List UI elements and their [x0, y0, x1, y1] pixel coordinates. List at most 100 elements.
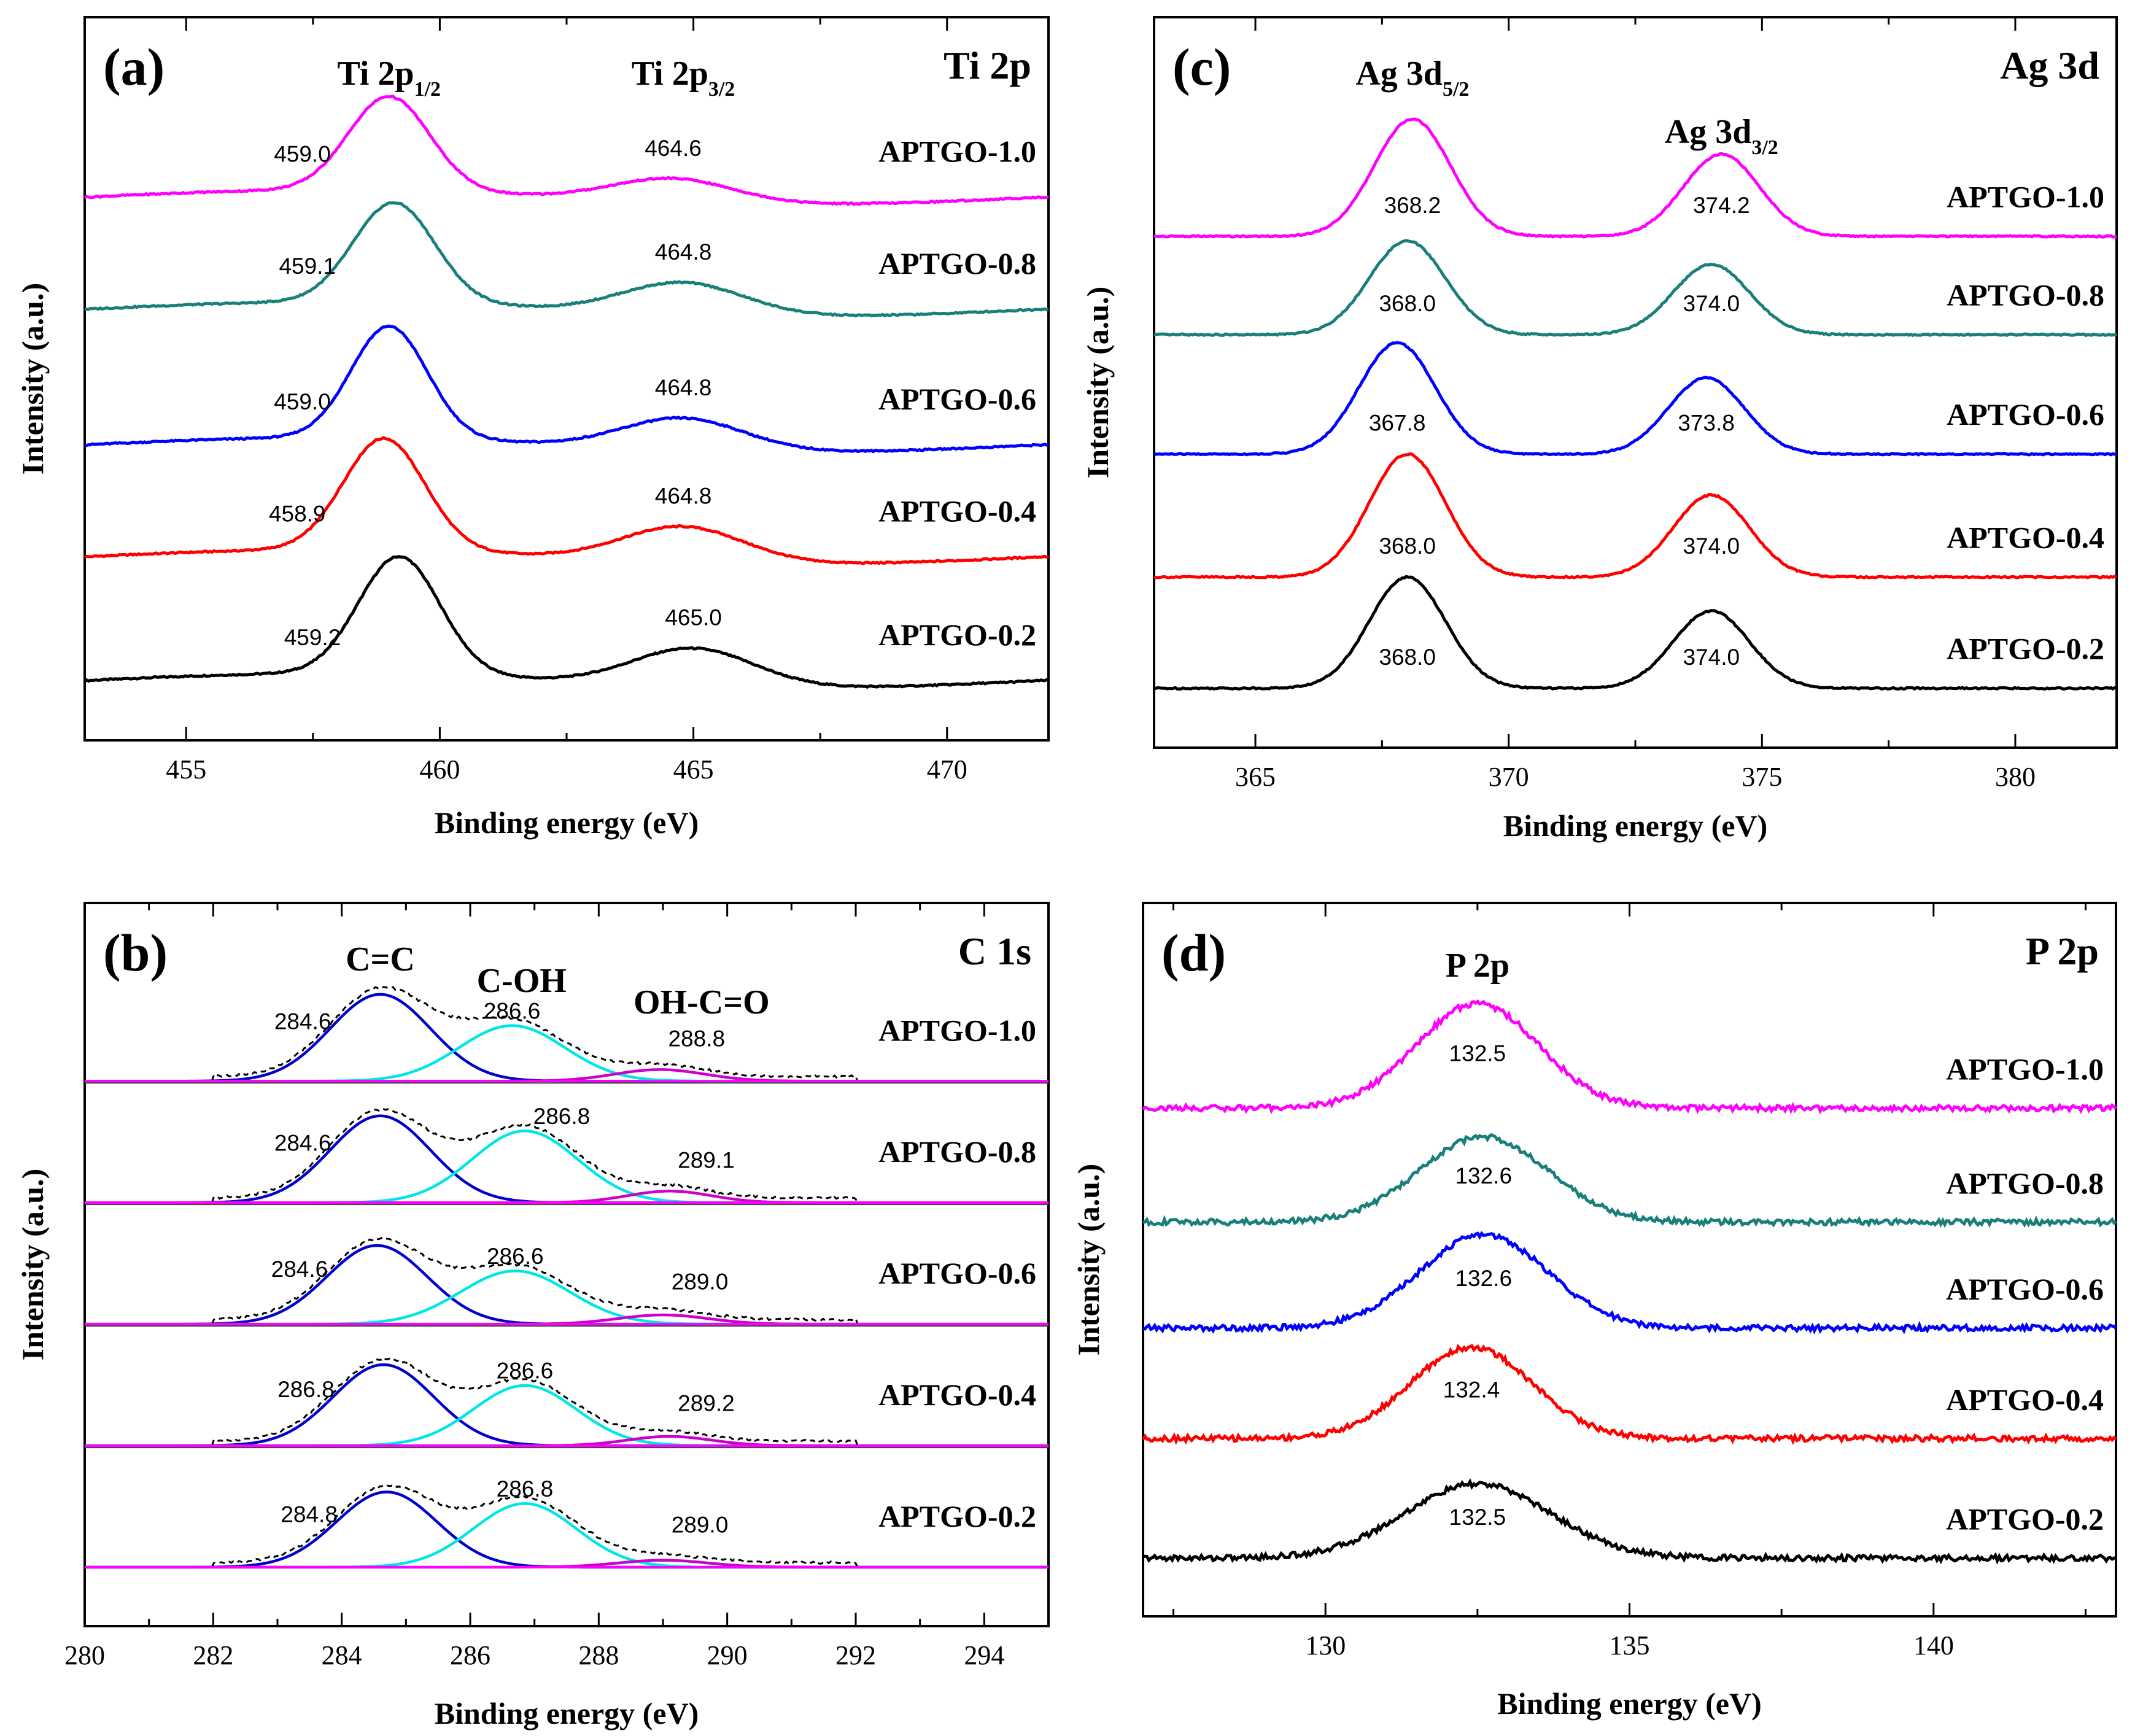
peak-value-label: 289.0	[672, 1512, 729, 1537]
peak-value-label: 459.2	[284, 625, 341, 650]
series-APTGO-1.0: 368.2 374.2 APTGO-1.0	[1153, 117, 2117, 239]
peak-value-label: 465.0	[665, 605, 722, 630]
sample-label: APTGO-0.6	[878, 382, 1036, 416]
peak-title: Ti 2p3/2	[632, 55, 735, 101]
peak-title: C=C	[346, 940, 415, 978]
peak-title: Ag 3d3/2	[1665, 113, 1778, 159]
spectrum-line	[84, 324, 1049, 454]
x-tick-label: 455	[166, 754, 206, 785]
sample-label: APTGO-0.2	[878, 618, 1036, 652]
panel-b: 280 282 284 286 288 290 292 294 Binding energy (…	[15, 902, 1050, 1730]
peak-value-label: 459.1	[279, 254, 336, 279]
series-APTGO-0.6: 132.6 APTGO-0.6	[1142, 1231, 2117, 1335]
series-APTGO-0.2: 132.5 APTGO-0.2	[1142, 1478, 2117, 1565]
peak-value-label: 368.0	[1379, 291, 1436, 316]
sample-label: APTGO-0.2	[878, 1499, 1036, 1533]
raw-envelope	[85, 1107, 1048, 1204]
x-tick-label: 294	[964, 1640, 1004, 1670]
series-APTGO-0.4: 286.8 286.6 289.2 APTGO-0.4	[85, 1356, 1048, 1449]
plot-frame	[83, 902, 1050, 1627]
panel-label: (d)	[1161, 923, 1226, 982]
peak-value-label: 132.6	[1455, 1266, 1512, 1291]
series-APTGO-0.8: 368.0 374.0 APTGO-0.8	[1153, 239, 2117, 338]
series-APTGO-0.2: 368.0 374.0 APTGO-0.2	[1154, 575, 2117, 691]
panel-corner-title: Ti 2p	[944, 44, 1031, 87]
spectrum-line	[84, 201, 1049, 318]
peak-value-label: 289.1	[678, 1148, 735, 1173]
peak-title: OH-C=O	[634, 983, 770, 1021]
panel-label: (c)	[1172, 37, 1231, 96]
series-APTGO-0.2: 459.2 465.0 APTGO-0.2	[83, 554, 1049, 689]
spectrum-line	[1142, 999, 2117, 1115]
sample-label: APTGO-0.6	[1946, 1272, 2104, 1306]
spectrum-line	[1153, 452, 2117, 579]
peak-value-label: 286.6	[497, 1358, 554, 1384]
peak-value-label: 464.6	[645, 136, 702, 161]
peak-value-label: 464.8	[655, 239, 712, 265]
x-axis-title: Binding energy (eV)	[435, 805, 699, 840]
peak-value-label: 289.0	[672, 1269, 729, 1295]
raw-envelope	[85, 1356, 1048, 1447]
series-APTGO-0.8: 132.6 APTGO-0.8	[1142, 1133, 2117, 1228]
series-APTGO-1.0: 132.5 APTGO-1.0	[1142, 999, 2117, 1115]
series-APTGO-1.0: 459.0 464.6 APTGO-1.0	[83, 95, 1049, 206]
x-axis-title: Binding energy (eV)	[435, 1696, 699, 1730]
panel-d: 130 135 140 Binding energy (eV) Intensity (a…	[1071, 902, 2117, 1721]
peak-title: Ag 3d5/2	[1355, 55, 1469, 101]
x-tick-label: 292	[835, 1640, 876, 1670]
peak-value-label: 132.5	[1449, 1040, 1506, 1066]
spectrum-line	[1142, 1478, 2117, 1565]
sample-label: APTGO-0.8	[1947, 278, 2104, 312]
sample-label: APTGO-1.0	[1946, 1052, 2104, 1087]
peak-value-label: 284.6	[274, 1009, 331, 1034]
spectrum-line	[1142, 1133, 2117, 1228]
peak-value-label: 368.2	[1384, 193, 1441, 218]
spectrum-line	[1153, 117, 2117, 239]
spectrum-line	[83, 95, 1049, 206]
spectrum-line	[1142, 1231, 2117, 1335]
peak-value-label: 374.0	[1683, 291, 1740, 316]
sample-label: APTGO-0.4	[878, 1378, 1036, 1412]
y-axis-title: Intensity (a.u.)	[1071, 1164, 1106, 1356]
panel-corner-title: P 2p	[2026, 929, 2099, 973]
sample-label: APTGO-0.8	[1946, 1166, 2104, 1200]
peak-value-label: 459.0	[274, 142, 331, 167]
series-APTGO-0.6: 284.6 286.6 289.0 APTGO-0.6	[85, 1236, 1048, 1327]
sample-label: APTGO-0.6	[1947, 397, 2104, 432]
x-tick-label: 280	[64, 1640, 105, 1670]
spectrum-line	[83, 554, 1049, 689]
sample-label: APTGO-0.4	[878, 494, 1036, 528]
y-axis-title: Intensity (a.u.)	[15, 1169, 50, 1361]
peak-value-label: 286.6	[487, 1244, 544, 1269]
series-APTGO-0.6: 459.0 464.8 APTGO-0.6	[84, 324, 1049, 454]
panel-a: 455 460 465 470 Binding energy (eV) Intensity…	[15, 16, 1050, 840]
panel-corner-title: C 1s	[958, 929, 1031, 973]
series-APTGO-1.0: 284.6 286.6 288.8 APTGO-1.0	[85, 985, 1048, 1084]
x-tick-label: 375	[1742, 762, 1782, 792]
sample-label: APTGO-0.8	[878, 1134, 1036, 1169]
x-tick-label: 465	[673, 754, 714, 785]
peak-value-label: 368.0	[1379, 645, 1436, 670]
peak-value-label: 374.0	[1683, 533, 1740, 559]
x-tick-label: 140	[1913, 1630, 1954, 1660]
sample-label: APTGO-1.0	[878, 134, 1036, 169]
peak-value-label: 464.8	[655, 484, 712, 509]
spectrum-line	[1153, 239, 2117, 338]
peak-value-label: 286.6	[484, 998, 541, 1023]
x-tick-label: 282	[193, 1640, 233, 1670]
x-tick-label: 130	[1305, 1630, 1346, 1660]
series-APTGO-0.4: 458.9 464.8 APTGO-0.4	[83, 435, 1049, 565]
series-APTGO-0.4: 368.0 374.0 APTGO-0.4	[1153, 452, 2117, 579]
sample-label: APTGO-0.2	[1947, 632, 2104, 666]
sample-label: APTGO-0.6	[878, 1256, 1036, 1290]
peak-value-label: 374.0	[1683, 645, 1740, 670]
peak-value-label: 368.0	[1379, 533, 1436, 559]
sample-label: APTGO-0.2	[1946, 1502, 2104, 1536]
x-tick-label: 135	[1610, 1630, 1650, 1660]
sample-label: APTGO-1.0	[1947, 179, 2104, 214]
y-axis-title: Intensity (a.u.)	[1080, 287, 1115, 479]
sample-label: APTGO-1.0	[878, 1013, 1036, 1047]
peak-value-label: 374.2	[1693, 193, 1750, 218]
x-axis-title: Binding energy (eV)	[1503, 808, 1768, 843]
